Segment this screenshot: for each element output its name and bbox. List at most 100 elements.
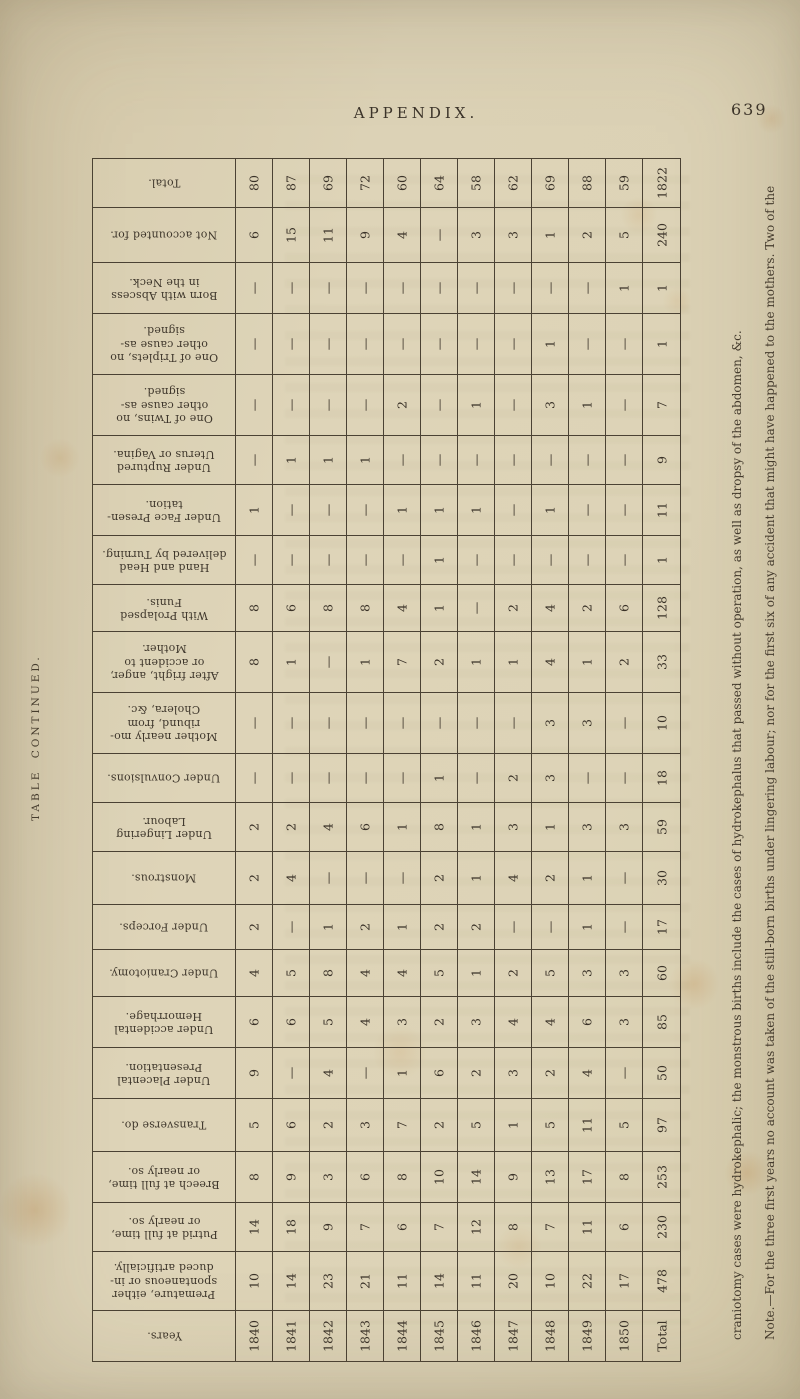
- table-cell: 87: [273, 159, 310, 207]
- table-cell: —: [569, 263, 606, 313]
- table-cell: 3: [532, 375, 569, 435]
- table-row: One of Triplets, no other cause as-signed…: [93, 314, 680, 375]
- table-cell: 2: [495, 754, 532, 802]
- table-cell: 11: [458, 1252, 495, 1310]
- table-cell: 4: [532, 997, 569, 1047]
- table-cell: 18: [654, 770, 669, 786]
- table-row: Mother nearly mo-ribund, from Cholera, &c…: [93, 693, 680, 754]
- table-cell: 72: [347, 159, 384, 207]
- paper-stain: [40, 438, 80, 478]
- table-cell: 9: [310, 1203, 347, 1251]
- table-cell: —: [347, 375, 384, 435]
- table-cell: 230: [654, 1215, 669, 1239]
- table-cell: 7: [384, 1099, 421, 1151]
- page-number: 639: [731, 100, 768, 119]
- table-cell: 3: [532, 693, 569, 753]
- table-cell: —: [495, 263, 532, 313]
- table-cell: —: [606, 1048, 643, 1098]
- table-cell: 3: [495, 1048, 532, 1098]
- table-cell: 1: [569, 632, 606, 692]
- table-cell: 1: [458, 950, 495, 996]
- table-cell: 17: [606, 1252, 643, 1310]
- table-cell: 4: [347, 950, 384, 996]
- table-row: Under Placental Presentation. 9—4—1 6 2 3 2 4—5…: [93, 1048, 680, 1099]
- table-cell: 1: [654, 340, 669, 348]
- table-cell: 1844: [384, 1311, 421, 1361]
- table-cell: 4: [273, 852, 310, 904]
- table-cell: —: [532, 436, 569, 484]
- table-cell: 3: [347, 1099, 384, 1151]
- table-cell: —: [458, 263, 495, 313]
- table-cell: 17: [569, 1152, 606, 1202]
- table-cell: 14: [273, 1252, 310, 1310]
- table-cell: 1: [654, 284, 669, 292]
- table-cell: —: [421, 208, 458, 262]
- table-cell: 60: [654, 965, 669, 981]
- table-row: Hand and Head delivered by Turning. — — — — —1…: [93, 536, 680, 585]
- table-cell: 3: [458, 208, 495, 262]
- table-cell: —: [495, 905, 532, 949]
- table-cell: 5: [421, 950, 458, 996]
- table-cell: —: [495, 436, 532, 484]
- table-cell: 58: [458, 159, 495, 207]
- footnote-line-2: craniotomy cases were hydrokephalic; the…: [730, 330, 744, 1340]
- table-cell: —: [569, 754, 606, 802]
- table-cell: 2: [421, 852, 458, 904]
- table-cell: 4: [347, 997, 384, 1047]
- obstetric-statistics-table: Total. 80 87 69 72 60 64 58 62 69 88 59 1822 Not acco…: [92, 158, 681, 1362]
- table-cell: —: [310, 314, 347, 374]
- table-cell: 11: [654, 502, 669, 518]
- table-cell: 2: [569, 585, 606, 631]
- table-cell: 2: [236, 852, 273, 904]
- row-label: Under Forceps.: [93, 905, 236, 949]
- table-cell: 2: [606, 632, 643, 692]
- table-cell: —: [495, 314, 532, 374]
- table-cell: 3: [569, 693, 606, 753]
- table-cell: 13: [532, 1152, 569, 1202]
- table-cell: —: [532, 905, 569, 949]
- table-cell: 1849: [569, 1311, 606, 1361]
- table-cell: —: [310, 485, 347, 535]
- row-label: Under Ruptured Uterus or Vagina.: [93, 436, 236, 484]
- table-cell: 1: [532, 208, 569, 262]
- table-cell: —: [606, 375, 643, 435]
- table-cell: —: [273, 263, 310, 313]
- table-cell: 2: [532, 1048, 569, 1098]
- table-cell: 59: [654, 819, 669, 835]
- footnote-line-1: Note.—For the three first years no accou…: [763, 185, 777, 1340]
- row-label: Under Craniotomy.: [93, 950, 236, 996]
- table-cell: 2: [384, 375, 421, 435]
- table-row: Under Convulsions. — — — — —1—2 3— —18: [93, 754, 680, 803]
- table-cell: 6: [236, 997, 273, 1047]
- table-cell: 7: [347, 1203, 384, 1251]
- table-cell: 2: [236, 803, 273, 851]
- table-cell: 11: [384, 1252, 421, 1310]
- table-cell: —: [384, 852, 421, 904]
- table-cell: —: [236, 375, 273, 435]
- table-cell: 2: [421, 632, 458, 692]
- table-cell: 2: [569, 208, 606, 262]
- table-cell: 1843: [347, 1311, 384, 1361]
- table-cell: 1: [458, 632, 495, 692]
- table-cell: 15: [273, 208, 310, 262]
- table-cell: 3: [606, 803, 643, 851]
- table-cell: —: [347, 754, 384, 802]
- table-cell: 128: [654, 596, 669, 620]
- table-cell: 10: [654, 715, 669, 731]
- table-cell: 1: [310, 436, 347, 484]
- table-row: After fright, anger, or accident to Mother…: [93, 632, 680, 693]
- table-cell: —: [458, 536, 495, 584]
- table-cell: —: [347, 314, 384, 374]
- table-cell: 4: [532, 585, 569, 631]
- table-cell: —: [532, 263, 569, 313]
- table-cell: —: [384, 436, 421, 484]
- table-cell: 4: [384, 208, 421, 262]
- table-cell: 4: [569, 1048, 606, 1098]
- table-cell: 6: [606, 1203, 643, 1251]
- table-cell: —: [384, 263, 421, 313]
- table-cell: 5: [606, 1099, 643, 1151]
- table-cell: 88: [569, 159, 606, 207]
- table-cell: 8: [236, 585, 273, 631]
- table-cell: —: [273, 1048, 310, 1098]
- table-cell: 6: [569, 997, 606, 1047]
